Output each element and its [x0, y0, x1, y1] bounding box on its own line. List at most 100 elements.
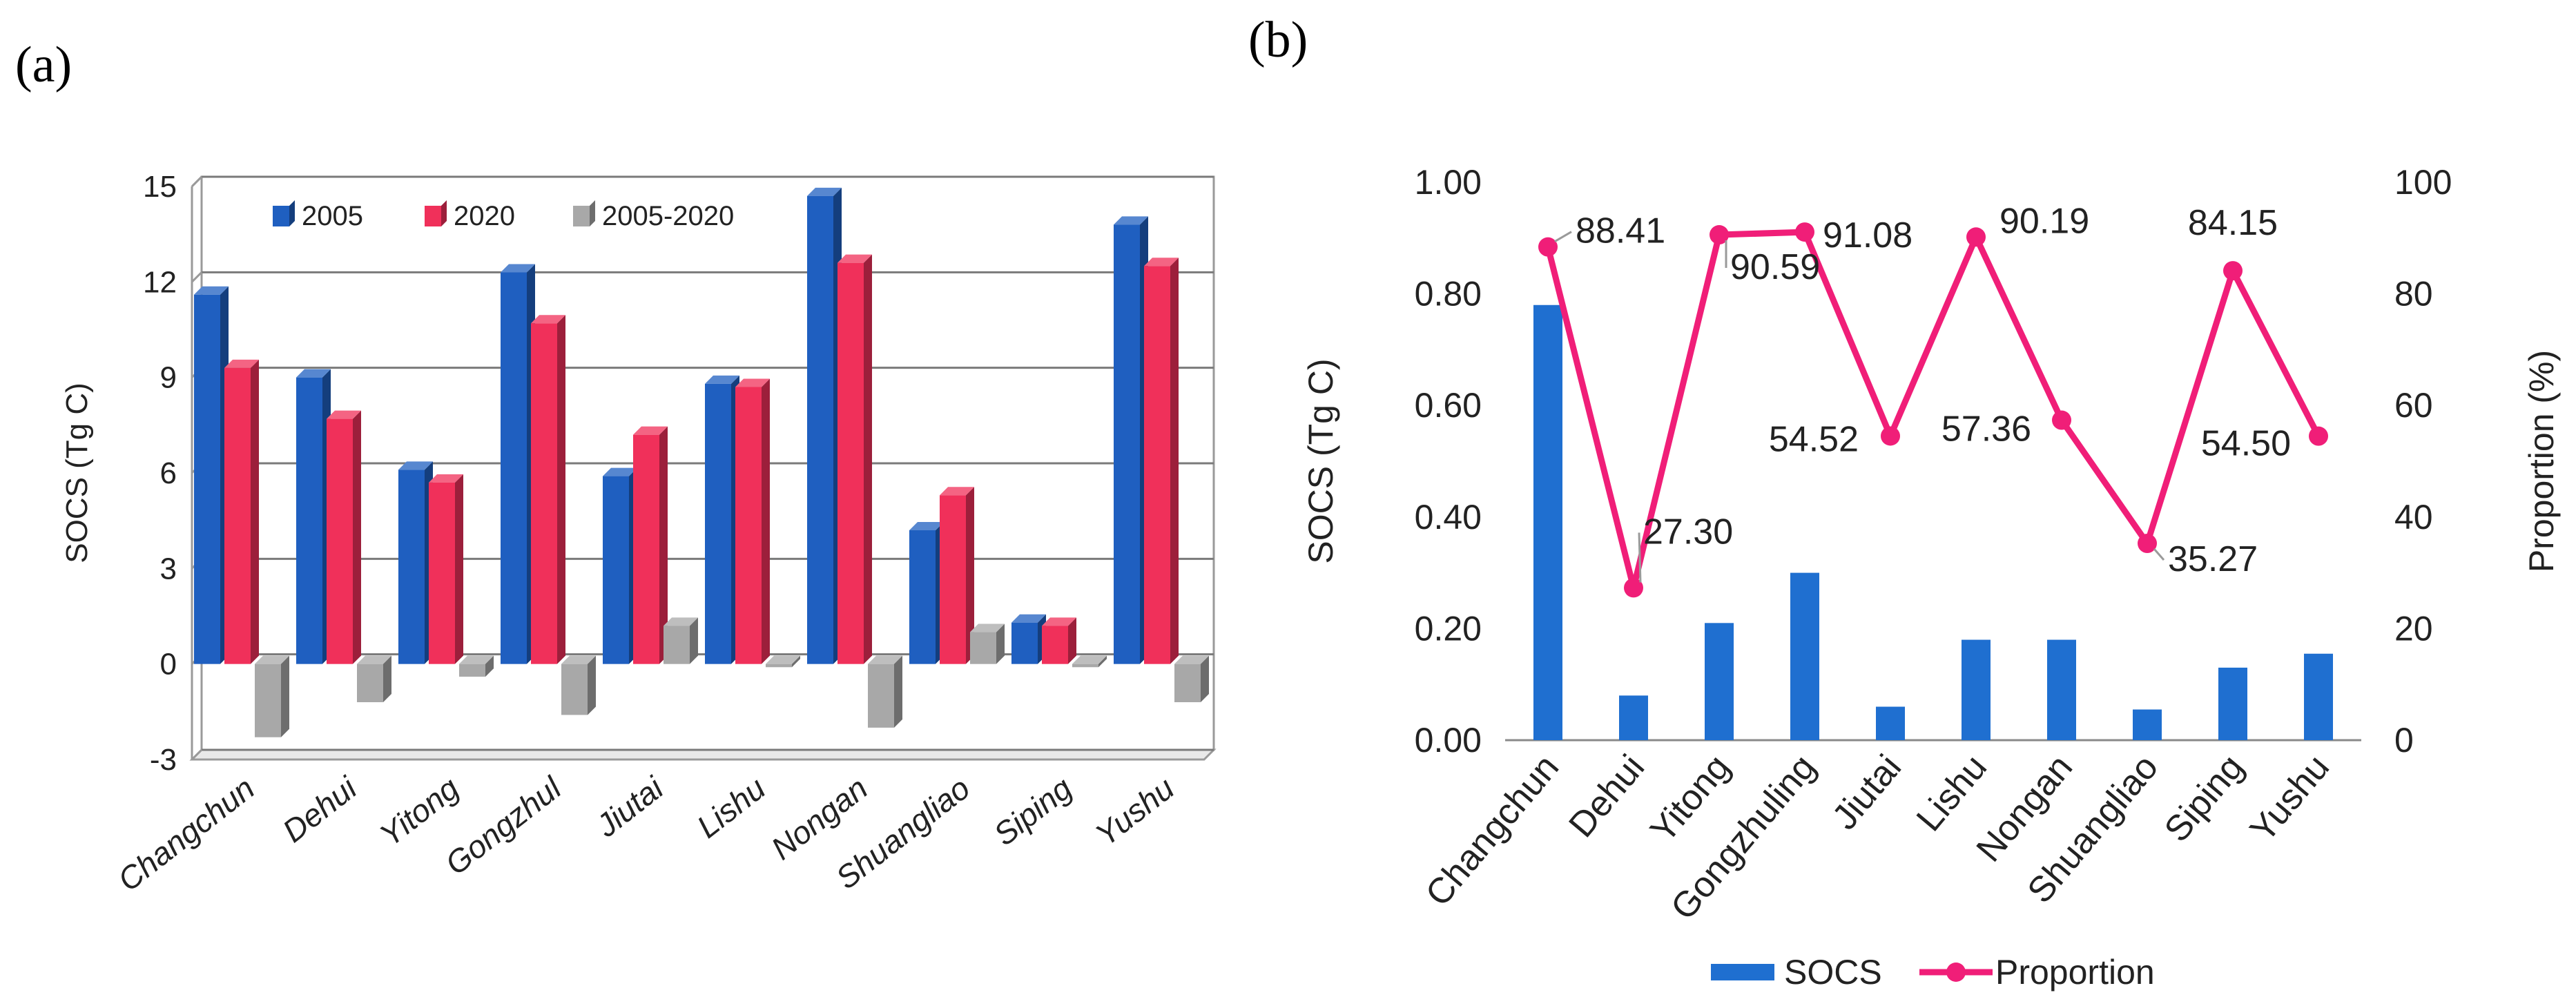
bar-side [1068, 617, 1076, 664]
bar-side [792, 655, 800, 668]
data-label: 90.19 [1999, 201, 2089, 241]
data-label-leader [1554, 231, 1572, 242]
x-tick-label: Siping [987, 770, 1078, 853]
bar-side [966, 487, 974, 664]
legend-label: 2005-2020 [602, 201, 734, 231]
bar-2020-Nongan [837, 254, 872, 664]
data-label: 90.59 [1730, 247, 1820, 287]
legend-swatch-2005 [273, 206, 289, 226]
bar-front [1042, 626, 1068, 664]
bar-side [1170, 258, 1179, 664]
bar-2020-Changchun [224, 359, 259, 664]
bar-top [633, 426, 668, 435]
y-right-tick-label: 40 [2394, 498, 2433, 536]
bar-top [735, 378, 770, 387]
bar-2005-2020-Changchun [255, 655, 289, 737]
bar-side [281, 655, 289, 737]
bar-front [807, 195, 833, 664]
data-label-leader [1638, 532, 1642, 583]
data-label-leader [2153, 548, 2165, 561]
bar-top [909, 522, 944, 530]
legend-label: Proportion [1995, 953, 2155, 992]
bar-2005-2020-Jiutai [664, 617, 698, 664]
data-label: 54.50 [2201, 424, 2291, 464]
bar-2020-Jiutai [633, 426, 668, 664]
bar-SOCS-Siping [2218, 667, 2247, 740]
bar-top [766, 655, 800, 664]
bar-top [705, 375, 739, 384]
bar-2020-Gongzhul [531, 315, 565, 664]
bar-top [1174, 655, 1209, 664]
bar-2020-Siping [1042, 617, 1076, 664]
legend-swatch-side [590, 200, 595, 226]
bar-side [485, 655, 494, 677]
x-tick-label: Lishu [690, 770, 772, 845]
bar-front [1144, 266, 1170, 664]
bar-front [940, 495, 966, 664]
bar-top [531, 315, 565, 324]
bar-front [1072, 664, 1098, 668]
bar-side [1201, 655, 1209, 702]
bar-front [429, 482, 455, 664]
data-label: 54.52 [1769, 419, 1859, 459]
x-tick-label: Changchun [1418, 747, 1567, 913]
bar-front [837, 262, 864, 664]
bar-top [255, 655, 289, 664]
y-left-axis-title: SOCS (Tg C) [1301, 358, 1340, 563]
data-label: 27.30 [1643, 512, 1733, 552]
bar-2005-2020-Lishu [766, 655, 800, 668]
bar-top [1042, 617, 1076, 626]
legend-swatch-2020 [425, 206, 441, 226]
bar-top [459, 655, 494, 664]
bar-top [1144, 258, 1179, 267]
bar-side [353, 410, 361, 664]
bar-SOCS-Gongzhuling [1790, 572, 1819, 740]
bar-front [224, 367, 251, 664]
y-left-tick-label: 0.80 [1415, 275, 1482, 313]
bar-SOCS-Changchun [1533, 304, 1562, 740]
point-proportion-Nongan [2052, 410, 2071, 430]
bar-front [1114, 224, 1140, 664]
y-right-axis-title: Proportion (%) [2522, 350, 2561, 572]
chart-b: 0.00 0.20 0.40 0.60 0.80 1.00 0 20 40 60 80 100 SOCS… [1301, 163, 2561, 992]
bar-front [459, 664, 485, 677]
bar-2005-2020-Gongzhul [561, 655, 596, 715]
bar-2005-Siping [1011, 614, 1046, 664]
bar-top [603, 467, 637, 476]
bar-front [705, 383, 731, 664]
data-label: 88.41 [1576, 211, 1665, 251]
bar-front [1174, 664, 1201, 702]
x-tick-label: Gongzhul [438, 769, 569, 882]
bar-top [1114, 216, 1148, 225]
bar-front [664, 626, 690, 664]
legend-swatch-side [441, 200, 447, 226]
bar-front [194, 294, 220, 664]
bar-2005-Lishu [705, 375, 739, 664]
bar-top [296, 369, 331, 378]
bar-front [531, 323, 557, 664]
bar-SOCS-Jiutai [1876, 706, 1905, 740]
y-right-tick-label: 20 [2394, 609, 2433, 648]
data-label: 35.27 [2168, 539, 2258, 579]
point-proportion-Jiutai [1881, 426, 1900, 446]
bar-top [664, 617, 698, 626]
bar-SOCS-Shuangliao [2133, 709, 2162, 740]
x-tick-label: Jiutai [589, 769, 671, 844]
bar-2005-Nongan [807, 187, 842, 664]
x-tick-label: Lishu [1909, 747, 1995, 839]
point-proportion-Gongzhuling [1795, 222, 1814, 242]
bar-top [194, 286, 229, 295]
bar-top [807, 187, 842, 196]
bar-2005-Changchun [194, 286, 229, 664]
y-tick-label: 6 [160, 456, 177, 490]
y-right-tick-label: 80 [2394, 275, 2433, 313]
y-tick-label: 12 [143, 265, 177, 299]
x-tick-label: Yushu [1089, 770, 1181, 853]
bar-2005-Shuangliao [909, 522, 944, 664]
bar-top [970, 623, 1005, 632]
bar-side [1098, 655, 1107, 668]
line-proportion [1544, 229, 2321, 591]
bar-side [383, 655, 391, 702]
x-tick-label: Dehui [275, 769, 364, 849]
